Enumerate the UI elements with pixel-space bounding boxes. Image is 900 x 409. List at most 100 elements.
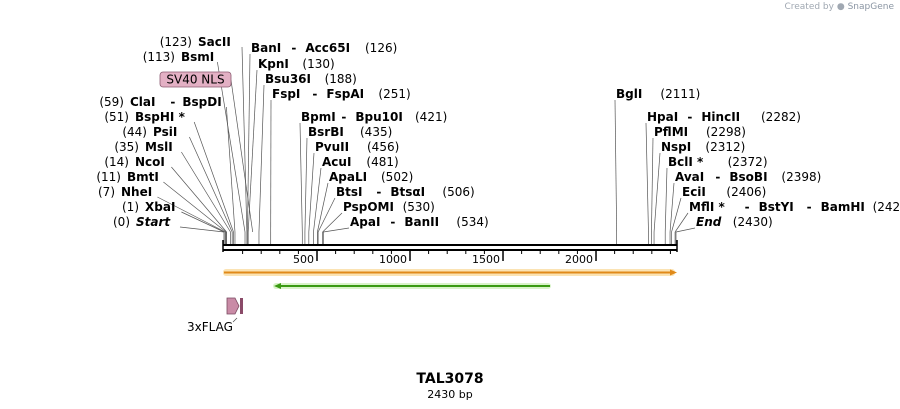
site-position-right: (2298) (706, 125, 746, 139)
site-position-left: (0) (113, 215, 130, 229)
cut-site-line-mid-5 (304, 137, 308, 233)
cut-site-line-right-2 (651, 137, 654, 233)
enzyme-name-mid: FspAI (326, 87, 364, 101)
enzyme-name-mid: BanI (251, 41, 281, 55)
site-separator: - (376, 185, 381, 199)
site-position-left: (35) (114, 140, 139, 154)
snapgene-logo-icon: ● (836, 2, 845, 12)
site-position-right: (2425) (873, 200, 900, 214)
site-position-right: (2282) (761, 110, 801, 124)
enzyme-name-mid: BpmI (301, 110, 336, 124)
enzyme-name-right: BglI (616, 87, 642, 101)
enzyme-name-mid: FspI (272, 87, 300, 101)
ruler-tick-label: 1000 (379, 253, 407, 266)
site-separator: - (745, 200, 750, 214)
cut-site-line-mid-8 (317, 182, 329, 233)
nls-leader-line (230, 79, 254, 233)
enzyme-name-left: MslI (145, 140, 173, 154)
site-separator: - (312, 87, 317, 101)
enzyme-name-mid: Acc65I (305, 41, 350, 55)
cut-site-line-left-5 (181, 151, 231, 233)
enzyme-name-left: NheI (121, 185, 152, 199)
ruler-tick-label: 2000 (565, 253, 593, 266)
flag-feature-label: 3xFLAG (187, 320, 233, 334)
enzyme-name-left: ClaI (130, 95, 155, 109)
enzyme-name-mid: BsrBI (308, 125, 344, 139)
cut-site-line-left-3 (193, 121, 234, 233)
site-position-left: (1) (122, 200, 139, 214)
cut-site-line-mid-10 (322, 212, 343, 233)
cut-site-line-mid-2 (258, 84, 265, 233)
nls-label-box (159, 71, 232, 88)
cut-site-line-right-6 (671, 197, 682, 233)
site-position-mid: (130) (302, 57, 334, 71)
cut-site-line-right-1 (645, 122, 649, 233)
cut-site-line-mid-9 (317, 197, 336, 233)
enzyme-name-right: EciI (682, 185, 706, 199)
map-title: TAL3078 (416, 371, 483, 387)
site-position-left: (7) (98, 185, 115, 199)
site-position-right: (2406) (726, 185, 766, 199)
site-position-left: (59) (99, 95, 124, 109)
cut-site-line-left-1 (217, 61, 246, 233)
cut-site-line-mid-1 (247, 69, 258, 233)
cut-site-line-mid-6 (308, 152, 315, 233)
site-position-mid: (534) (456, 215, 488, 229)
site-position-left: (44) (122, 125, 147, 139)
enzyme-labels: (123) SacII(113) BsmI(59) ClaI - BspDI(51) Bsp… (96, 35, 900, 229)
ruler-tick-label: 1500 (472, 253, 500, 266)
enzyme-name-left: Start (136, 215, 171, 229)
enzyme-name-right: MflI * (689, 200, 725, 214)
enzyme-name-left: NcoI (135, 155, 165, 169)
enzyme-name-mid: Bpu10I (355, 110, 402, 124)
enzyme-name-left: BsmI (181, 50, 214, 64)
enzyme-name-mid: BanII (404, 215, 439, 229)
site-position-right: (2372) (728, 155, 768, 169)
site-separator: - (715, 170, 720, 184)
site-position-right: (2398) (781, 170, 821, 184)
site-position-left: (11) (96, 170, 121, 184)
site-position-left: (51) (104, 110, 129, 124)
site-position-mid: (506) (442, 185, 474, 199)
site-position-left: (14) (104, 155, 129, 169)
enzyme-name-right: HincII (701, 110, 740, 124)
site-position-mid: (251) (378, 87, 410, 101)
cut-site-line-right-8 (675, 227, 696, 233)
enzyme-name-left: XbaI (145, 200, 175, 214)
enzyme-name-right: HpaI (647, 110, 678, 124)
cut-site-line-left-10 (179, 226, 225, 233)
site-position-right: (2312) (705, 140, 745, 154)
cut-site-line-mid-11 (323, 227, 350, 233)
site-position-mid: (126) (365, 41, 397, 55)
enzyme-name-left: SacII (198, 35, 231, 49)
enzyme-name-right: BsoBI (729, 170, 767, 184)
cut-site-line-mid-0 (247, 53, 251, 233)
site-separator: - (341, 110, 346, 124)
enzyme-name-mid: Bsu36I (265, 72, 311, 86)
site-separator: - (390, 215, 395, 229)
site-position-mid: (188) (325, 72, 357, 86)
reverse-orf-arrow-icon (274, 283, 281, 289)
site-position-mid: (456) (367, 140, 399, 154)
enzyme-name-mid: ApaI (350, 215, 380, 229)
cut-site-line-right-7 (674, 212, 689, 233)
enzyme-name-right: AvaI (675, 170, 704, 184)
cut-site-line-left-6 (171, 166, 227, 233)
cut-site-line-right-0 (614, 99, 618, 233)
site-separator: - (687, 110, 692, 124)
enzyme-name-right: BstYI (759, 200, 794, 214)
site-position-left: (123) (160, 35, 192, 49)
site-separator: - (291, 41, 296, 55)
ruler: 500 1000 1500 2000 (242, 250, 671, 266)
enzyme-name-left: BspDI (182, 95, 221, 109)
site-separator: - (170, 95, 175, 109)
ruler-tick-label: 500 (293, 253, 314, 266)
site-position-mid: (481) (366, 155, 398, 169)
cut-site-line-right-3 (653, 152, 661, 233)
site-position-right: (2430) (733, 215, 773, 229)
site-position-right: (2111) (660, 87, 700, 101)
enzyme-name-right: End (696, 215, 722, 229)
enzyme-name-mid: PvuII (315, 140, 349, 154)
enzyme-name-mid: PspOMI (343, 200, 394, 214)
